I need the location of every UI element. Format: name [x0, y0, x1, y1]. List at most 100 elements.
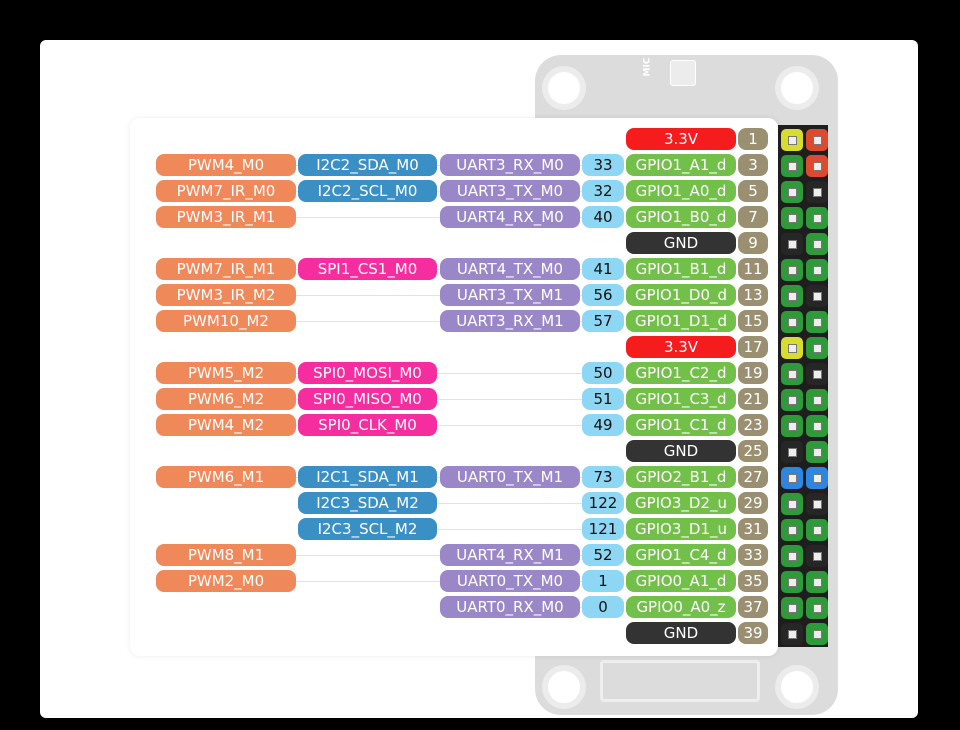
header-pin-odd: [781, 311, 803, 333]
header-pin-even: [806, 285, 828, 307]
header-pin-odd: [781, 415, 803, 437]
connector-line: [226, 321, 582, 322]
header-pin-even: [806, 493, 828, 515]
connector-line: [226, 217, 582, 218]
mounting-hole: [775, 665, 819, 709]
spi-label: SPI0_MOSI_M0: [298, 362, 437, 384]
pwm-label: PWM6_M1: [156, 466, 296, 488]
gpio-number: 57: [582, 310, 624, 332]
pwm-label: PWM10_M2: [156, 310, 296, 332]
header-pin-even: [806, 181, 828, 203]
i2c-label: I2C2_SCL_M0: [298, 180, 437, 202]
uart-label: UART4_RX_M1: [440, 544, 580, 566]
gpio-number: 52: [582, 544, 624, 566]
header-pin-odd: [781, 545, 803, 567]
connector-line: [226, 295, 582, 296]
mounting-hole: [542, 66, 586, 110]
uart-label: UART4_RX_M0: [440, 206, 580, 228]
header-pin-even: [806, 311, 828, 333]
header-pin-even: [806, 467, 828, 489]
spi-label: SPI0_MISO_M0: [298, 388, 437, 410]
header-pin-even: [806, 155, 828, 177]
gpio-name: GPIO1_B0_d: [626, 206, 736, 228]
pwm-label: PWM2_M0: [156, 570, 296, 592]
i2c-label: I2C2_SDA_M0: [298, 154, 437, 176]
pwm-label: PWM3_IR_M1: [156, 206, 296, 228]
header-pin-even: [806, 259, 828, 281]
connector-line: [226, 555, 582, 556]
pwm-label: PWM4_M2: [156, 414, 296, 436]
power-3v3-label: 3.3V: [626, 336, 736, 358]
uart-label: UART0_RX_M0: [440, 596, 580, 618]
pwm-label: PWM8_M1: [156, 544, 296, 566]
header-pin-odd: [781, 259, 803, 281]
pin-number: 1: [738, 128, 768, 150]
gpio-name: GPIO1_A0_d: [626, 180, 736, 202]
gpio-name: GPIO1_A1_d: [626, 154, 736, 176]
header-pin-even: [806, 363, 828, 385]
header-pin-even: [806, 207, 828, 229]
header-pin-odd: [781, 337, 803, 359]
ground-label: GND: [626, 232, 736, 254]
pwm-label: PWM3_IR_M2: [156, 284, 296, 306]
pin-number: 9: [738, 232, 768, 254]
gpio-number: 50: [582, 362, 624, 384]
gpio-number: 121: [582, 518, 624, 540]
gpio-name: GPIO2_B1_d: [626, 466, 736, 488]
pin-number: 21: [738, 388, 768, 410]
mounting-hole: [542, 665, 586, 709]
header-pin-odd: [781, 155, 803, 177]
gpio-name: GPIO3_D2_u: [626, 492, 736, 514]
pwm-label: PWM4_M0: [156, 154, 296, 176]
header-pin-odd: [781, 129, 803, 151]
mounting-hole: [775, 66, 819, 110]
header-pin-odd: [781, 233, 803, 255]
ground-label: GND: [626, 440, 736, 462]
pin-number: 37: [738, 596, 768, 618]
pin-header: [778, 125, 828, 647]
pin-number: 15: [738, 310, 768, 332]
pwm-label: PWM5_M2: [156, 362, 296, 384]
header-pin-odd: [781, 493, 803, 515]
pin-number: 5: [738, 180, 768, 202]
header-pin-even: [806, 545, 828, 567]
pin-number: 11: [738, 258, 768, 280]
gpio-number: 122: [582, 492, 624, 514]
gpio-name: GPIO1_D0_d: [626, 284, 736, 306]
gpio-number: 56: [582, 284, 624, 306]
header-pin-odd: [781, 181, 803, 203]
gpio-number: 32: [582, 180, 624, 202]
microphone: [670, 60, 696, 86]
pwm-label: PWM7_IR_M1: [156, 258, 296, 280]
header-pin-even: [806, 597, 828, 619]
uart-label: UART4_TX_M0: [440, 258, 580, 280]
header-pin-even: [806, 519, 828, 541]
pin-number: 19: [738, 362, 768, 384]
pin-number: 27: [738, 466, 768, 488]
header-pin-odd: [781, 285, 803, 307]
uart-label: UART0_TX_M0: [440, 570, 580, 592]
header-pin-odd: [781, 597, 803, 619]
gpio-name: GPIO1_D1_d: [626, 310, 736, 332]
uart-label: UART3_TX_M0: [440, 180, 580, 202]
spi-label: SPI1_CS1_M0: [298, 258, 437, 280]
pin-number: 17: [738, 336, 768, 358]
connector-line: [226, 581, 582, 582]
header-pin-even: [806, 233, 828, 255]
gpio-name: GPIO0_A0_z: [626, 596, 736, 618]
gpio-name: GPIO1_C4_d: [626, 544, 736, 566]
header-pin-even: [806, 623, 828, 645]
ground-label: GND: [626, 622, 736, 644]
pin-number: 23: [738, 414, 768, 436]
header-pin-odd: [781, 571, 803, 593]
i2c-label: I2C1_SDA_M1: [298, 466, 437, 488]
connector-line: [368, 529, 582, 530]
pin-number: 3: [738, 154, 768, 176]
spi-label: SPI0_CLK_M0: [298, 414, 437, 436]
uart-label: UART3_RX_M1: [440, 310, 580, 332]
gpio-number: 1: [582, 570, 624, 592]
fpc-connector: [600, 660, 760, 702]
header-pin-odd: [781, 519, 803, 541]
gpio-number: 0: [582, 596, 624, 618]
header-pin-odd: [781, 363, 803, 385]
